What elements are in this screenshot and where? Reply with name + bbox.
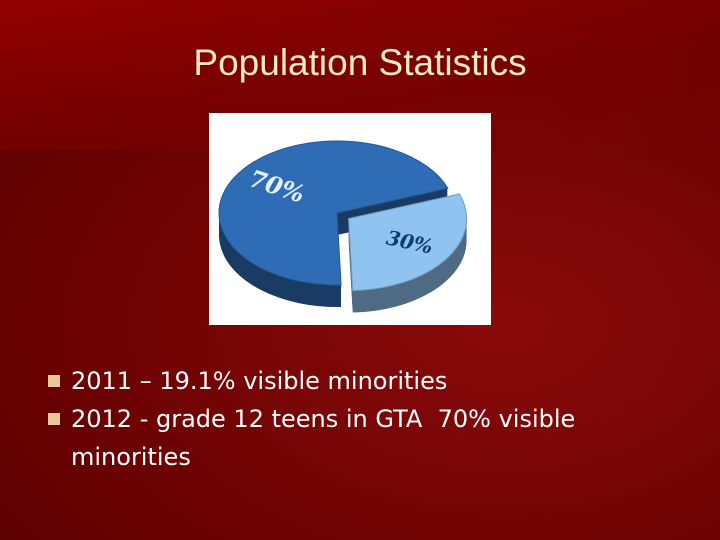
- bullet-list: 2011 – 19.1% visible minorities 2012 - gr…: [44, 362, 684, 476]
- bullet-item: 2011 – 19.1% visible minorities: [44, 362, 684, 400]
- bullet-item: 2012 - grade 12 teens in GTA 70% visible…: [44, 400, 684, 476]
- pie-figure: 70% 30%: [209, 113, 491, 325]
- pie-slice: [218, 140, 449, 286]
- pie-chart: 70%30%: [218, 140, 468, 313]
- slide-title: Population Statistics: [193, 42, 527, 83]
- pie-slice: [348, 193, 468, 292]
